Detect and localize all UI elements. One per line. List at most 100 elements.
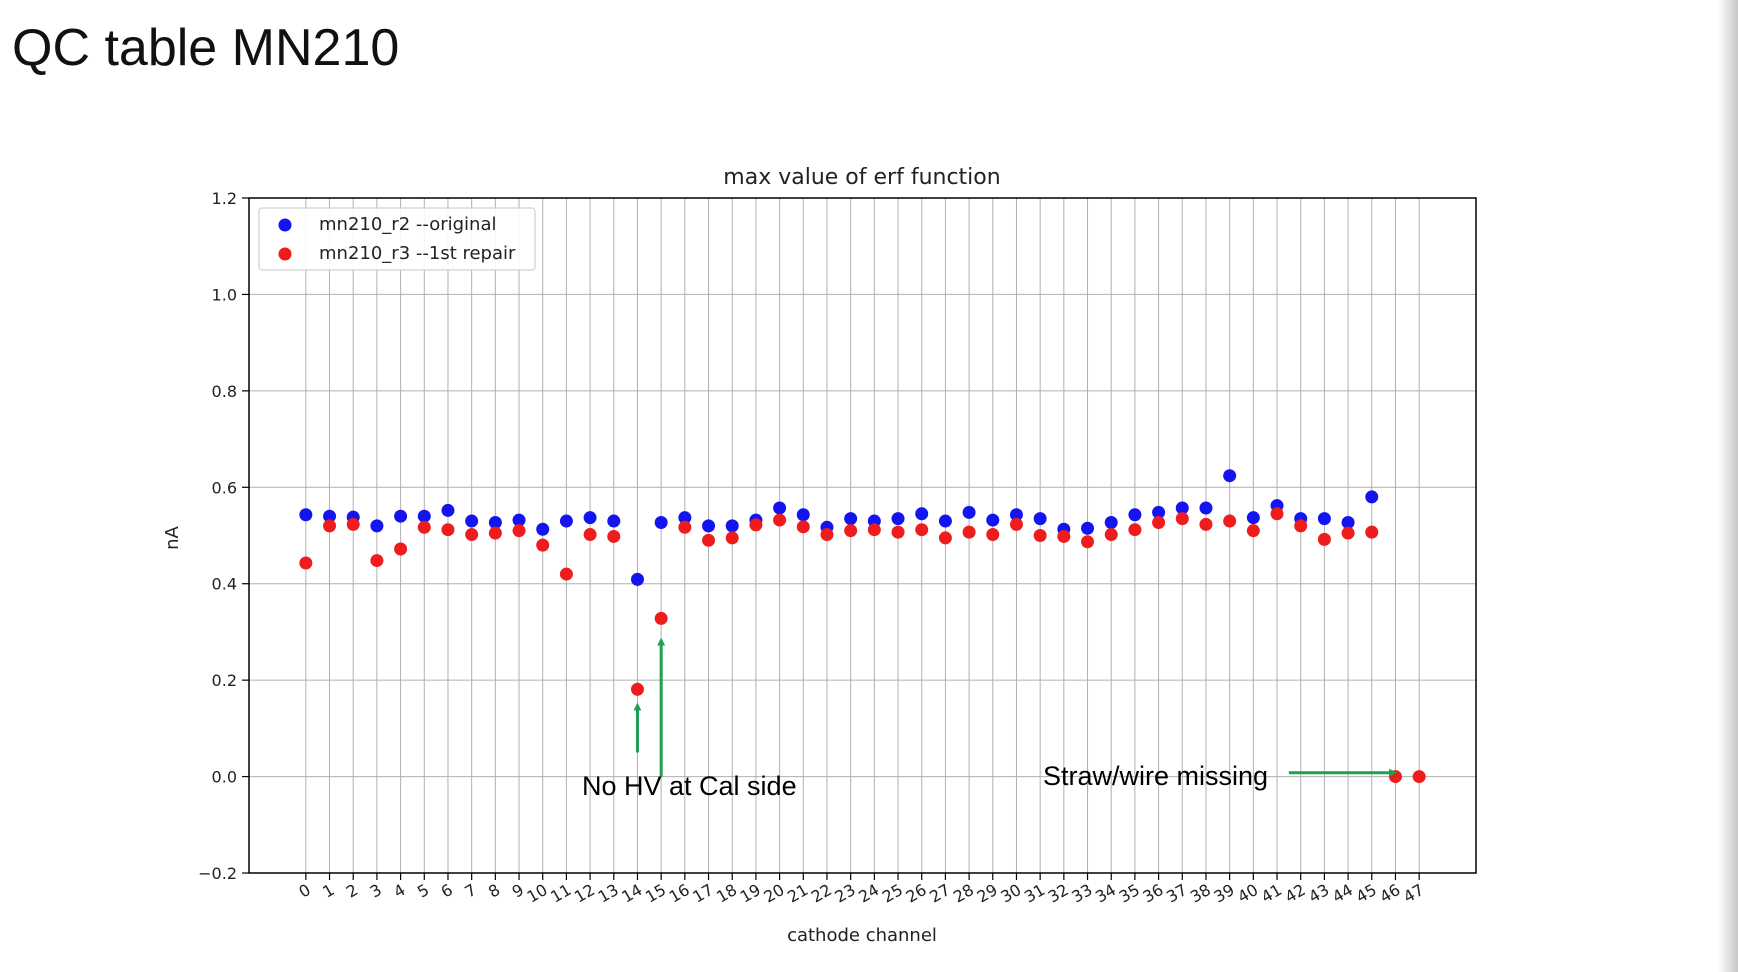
x-tick-label: 29 [974,880,1001,907]
point-repair [986,528,1000,542]
point-original [1175,501,1189,515]
point-repair [962,525,976,539]
point-repair [725,531,739,545]
point-original [441,503,455,517]
point-repair [346,517,360,531]
slide-title: QC table MN210 [12,19,400,77]
point-repair [867,523,881,537]
point-original [1365,490,1379,504]
point-original [1128,508,1142,522]
point-original [702,519,716,533]
y-tick-label: 0.6 [212,478,237,497]
point-original [844,512,858,526]
point-original [1341,515,1355,529]
point-repair [323,519,337,533]
y-axis-label: nA [162,525,183,549]
point-repair [583,528,597,542]
x-tick-label: 47 [1400,880,1427,907]
point-repair [773,513,787,527]
point-repair [299,556,313,570]
point-repair [749,518,763,532]
point-original [630,572,644,586]
point-repair [536,538,550,552]
point-original [559,514,573,528]
x-axis-label: cathode channel [787,925,937,946]
point-original [488,515,502,529]
point-original [512,513,526,527]
x-tick-label: 41 [1258,880,1285,907]
point-original [915,507,929,521]
x-tick-label: 19 [737,880,764,907]
point-original [725,519,739,533]
point-repair [891,525,905,539]
x-tick-label: 30 [997,880,1024,907]
point-original [323,509,337,523]
point-original [986,513,1000,527]
point-repair [1175,512,1189,526]
point-original [465,514,479,528]
point-original [299,508,313,522]
point-original [1317,512,1331,526]
x-tick-label: 38 [1187,880,1214,907]
plot-frame [248,197,1477,874]
x-tick-label: 15 [642,880,669,907]
point-repair [1009,517,1023,531]
legend-marker-repair [278,247,292,261]
x-tick-label: 4 [390,880,408,902]
point-repair [796,520,810,534]
x-tick-label: 45 [1353,880,1380,907]
point-repair [465,528,479,542]
legend-label-repair: mn210_r3 --1st repair [319,243,516,264]
point-repair [1033,529,1047,542]
point-repair [1223,514,1237,528]
y-tick-label: −0.2 [198,864,237,883]
x-tick-label: 3 [367,880,385,902]
x-tick-label: 43 [1305,880,1332,907]
point-original [394,509,408,523]
x-tick-label: 17 [689,880,716,907]
y-tick-label: 0.0 [212,768,237,787]
annotation-straw-missing: Straw/wire missing [1043,761,1268,791]
annotations [633,637,1398,777]
x-tick-label: 16 [666,880,693,907]
x-tick-label: 18 [713,880,740,907]
x-tick-label: 36 [1139,880,1166,907]
point-repair [1365,525,1379,539]
x-tick-label: 1 [319,880,337,902]
point-repair [1317,532,1331,546]
point-repair [417,520,431,534]
point-repair [1341,526,1355,540]
point-original [796,508,810,522]
point-repair [1246,524,1260,538]
x-tick-label: 37 [1163,880,1190,907]
legend-label-original: mn210_r2 --original [319,214,496,235]
x-tick-label: 46 [1376,880,1403,907]
point-original [678,511,692,525]
point-repair [630,682,644,696]
point-repair [820,528,834,542]
x-tick-label: 23 [832,880,859,907]
point-original [938,514,952,528]
x-tick-label: 35 [1116,880,1143,907]
y-tick-label: 0.8 [212,382,237,401]
point-original [1033,512,1047,526]
axis-ticks: −0.20.00.20.40.60.81.01.20 1 2 3 4 5 6 7 8 910111… [198,189,1427,907]
y-tick-label: 1.0 [212,285,237,304]
x-tick-label: 2 [343,880,361,902]
point-repair [370,554,384,568]
x-tick-label: 42 [1282,880,1309,907]
x-tick-label: 34 [1092,880,1119,907]
x-tick-label: 25 [879,880,906,907]
x-tick-label: 33 [1068,880,1095,907]
point-original [773,501,787,515]
x-tick-label: 26 [903,880,930,907]
point-repair [915,523,929,537]
y-tick-label: 0.4 [212,575,237,594]
point-repair [702,533,716,547]
x-tick-label: 32 [1045,880,1072,907]
x-tick-label: 28 [950,880,977,907]
x-tick-label: 7 [461,880,479,902]
x-tick-label: 24 [855,880,882,907]
x-tick-label: 10 [524,880,551,907]
